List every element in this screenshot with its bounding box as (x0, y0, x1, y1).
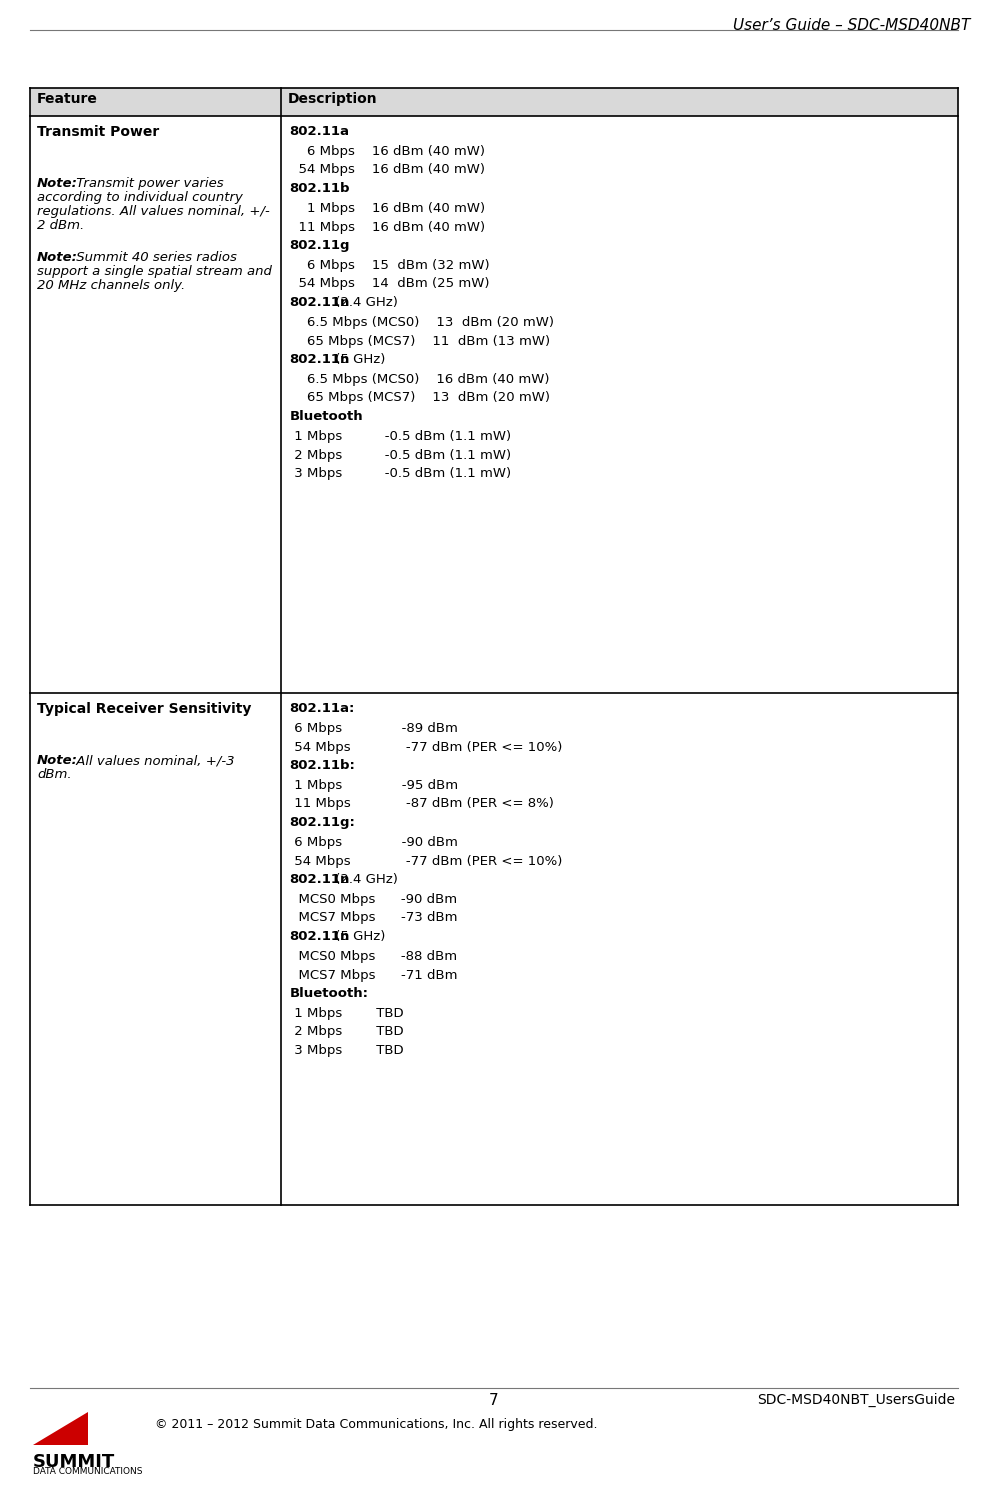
Bar (30, 88, 958, 116)
Text: DATA COMMUNICATIONS: DATA COMMUNICATIONS (33, 1467, 142, 1476)
Text: 2 dBm.: 2 dBm. (37, 218, 84, 232)
Text: Feature: Feature (37, 92, 98, 105)
Text: 802.11a:: 802.11a: (289, 702, 355, 714)
Text: Transmit Power: Transmit Power (37, 125, 159, 140)
Text: 802.11n: 802.11n (289, 873, 350, 887)
Text: 54 Mbps             -77 dBm (PER <= 10%): 54 Mbps -77 dBm (PER <= 10%) (289, 854, 562, 867)
Text: Description: Description (288, 92, 377, 105)
Text: 802.11a: 802.11a (289, 125, 350, 138)
Text: Summit 40 series radios: Summit 40 series radios (72, 251, 237, 264)
Text: 2 Mbps          -0.5 dBm (1.1 mW): 2 Mbps -0.5 dBm (1.1 mW) (289, 448, 511, 462)
Text: 20 MHz channels only.: 20 MHz channels only. (37, 279, 185, 293)
Text: 1 Mbps    16 dBm (40 mW): 1 Mbps 16 dBm (40 mW) (289, 202, 485, 215)
Text: support a single spatial stream and: support a single spatial stream and (37, 264, 272, 278)
Text: (5 GHz): (5 GHz) (331, 930, 386, 943)
Text: MCS0 Mbps      -90 dBm: MCS0 Mbps -90 dBm (289, 892, 456, 906)
Text: 802.11b: 802.11b (289, 183, 350, 195)
Text: 802.11n: 802.11n (289, 930, 350, 943)
Text: Typical Receiver Sensitivity: Typical Receiver Sensitivity (37, 702, 251, 716)
Text: 54 Mbps    16 dBm (40 mW): 54 Mbps 16 dBm (40 mW) (289, 163, 484, 177)
Text: 1 Mbps        TBD: 1 Mbps TBD (289, 1007, 403, 1020)
Text: (2.4 GHz): (2.4 GHz) (331, 296, 398, 309)
Text: 3 Mbps        TBD: 3 Mbps TBD (289, 1044, 403, 1057)
Text: according to individual country: according to individual country (37, 192, 243, 203)
Text: 11 Mbps    16 dBm (40 mW): 11 Mbps 16 dBm (40 mW) (289, 220, 485, 233)
Text: 54 Mbps    14  dBm (25 mW): 54 Mbps 14 dBm (25 mW) (289, 278, 489, 291)
Text: 802.11g:: 802.11g: (289, 815, 356, 829)
Text: Transmit power varies: Transmit power varies (72, 177, 223, 190)
Text: 65 Mbps (MCS7)    11  dBm (13 mW): 65 Mbps (MCS7) 11 dBm (13 mW) (289, 334, 549, 347)
Text: 6.5 Mbps (MCS0)    13  dBm (20 mW): 6.5 Mbps (MCS0) 13 dBm (20 mW) (289, 316, 553, 330)
Text: 7: 7 (489, 1393, 499, 1408)
Text: 6 Mbps              -90 dBm: 6 Mbps -90 dBm (289, 836, 457, 849)
Polygon shape (33, 1412, 88, 1445)
Text: MCS7 Mbps      -71 dBm: MCS7 Mbps -71 dBm (289, 968, 457, 982)
Text: 6 Mbps    16 dBm (40 mW): 6 Mbps 16 dBm (40 mW) (289, 146, 484, 157)
Text: 802.11n: 802.11n (289, 296, 350, 309)
Text: MCS7 Mbps      -73 dBm: MCS7 Mbps -73 dBm (289, 912, 457, 925)
Text: 11 Mbps             -87 dBm (PER <= 8%): 11 Mbps -87 dBm (PER <= 8%) (289, 797, 553, 811)
Text: regulations. All values nominal, +/-: regulations. All values nominal, +/- (37, 205, 270, 218)
Text: © 2011 – 2012 Summit Data Communications, Inc. All rights reserved.: © 2011 – 2012 Summit Data Communications… (155, 1418, 598, 1432)
Text: 3 Mbps          -0.5 dBm (1.1 mW): 3 Mbps -0.5 dBm (1.1 mW) (289, 466, 511, 480)
Text: 1 Mbps          -0.5 dBm (1.1 mW): 1 Mbps -0.5 dBm (1.1 mW) (289, 431, 511, 443)
Text: User’s Guide – SDC-MSD40NBT: User’s Guide – SDC-MSD40NBT (733, 18, 970, 33)
Text: 802.11b:: 802.11b: (289, 759, 356, 772)
Text: 2 Mbps        TBD: 2 Mbps TBD (289, 1026, 403, 1038)
Text: (5 GHz): (5 GHz) (331, 353, 386, 365)
Text: MCS0 Mbps      -88 dBm: MCS0 Mbps -88 dBm (289, 950, 456, 962)
Text: (2.4 GHz): (2.4 GHz) (331, 873, 398, 887)
Text: 6 Mbps              -89 dBm: 6 Mbps -89 dBm (289, 722, 457, 735)
Text: 1 Mbps              -95 dBm: 1 Mbps -95 dBm (289, 780, 457, 792)
Text: SDC-MSD40NBT_UsersGuide: SDC-MSD40NBT_UsersGuide (757, 1393, 955, 1408)
Text: Note:: Note: (37, 177, 78, 190)
Text: Note:: Note: (37, 251, 78, 264)
Text: Bluetooth:: Bluetooth: (289, 988, 369, 999)
Text: 802.11g: 802.11g (289, 239, 350, 252)
Text: dBm.: dBm. (37, 768, 71, 781)
Text: 802.11n: 802.11n (289, 353, 350, 365)
Text: 65 Mbps (MCS7)    13  dBm (20 mW): 65 Mbps (MCS7) 13 dBm (20 mW) (289, 392, 549, 404)
Text: 6 Mbps    15  dBm (32 mW): 6 Mbps 15 dBm (32 mW) (289, 258, 489, 272)
Text: SUMMIT: SUMMIT (33, 1452, 116, 1472)
Text: 6.5 Mbps (MCS0)    16 dBm (40 mW): 6.5 Mbps (MCS0) 16 dBm (40 mW) (289, 373, 549, 386)
Text: 54 Mbps             -77 dBm (PER <= 10%): 54 Mbps -77 dBm (PER <= 10%) (289, 741, 562, 753)
Text: All values nominal, +/-3: All values nominal, +/-3 (72, 754, 234, 766)
Text: Bluetooth: Bluetooth (289, 410, 364, 423)
Text: Note:: Note: (37, 754, 78, 766)
